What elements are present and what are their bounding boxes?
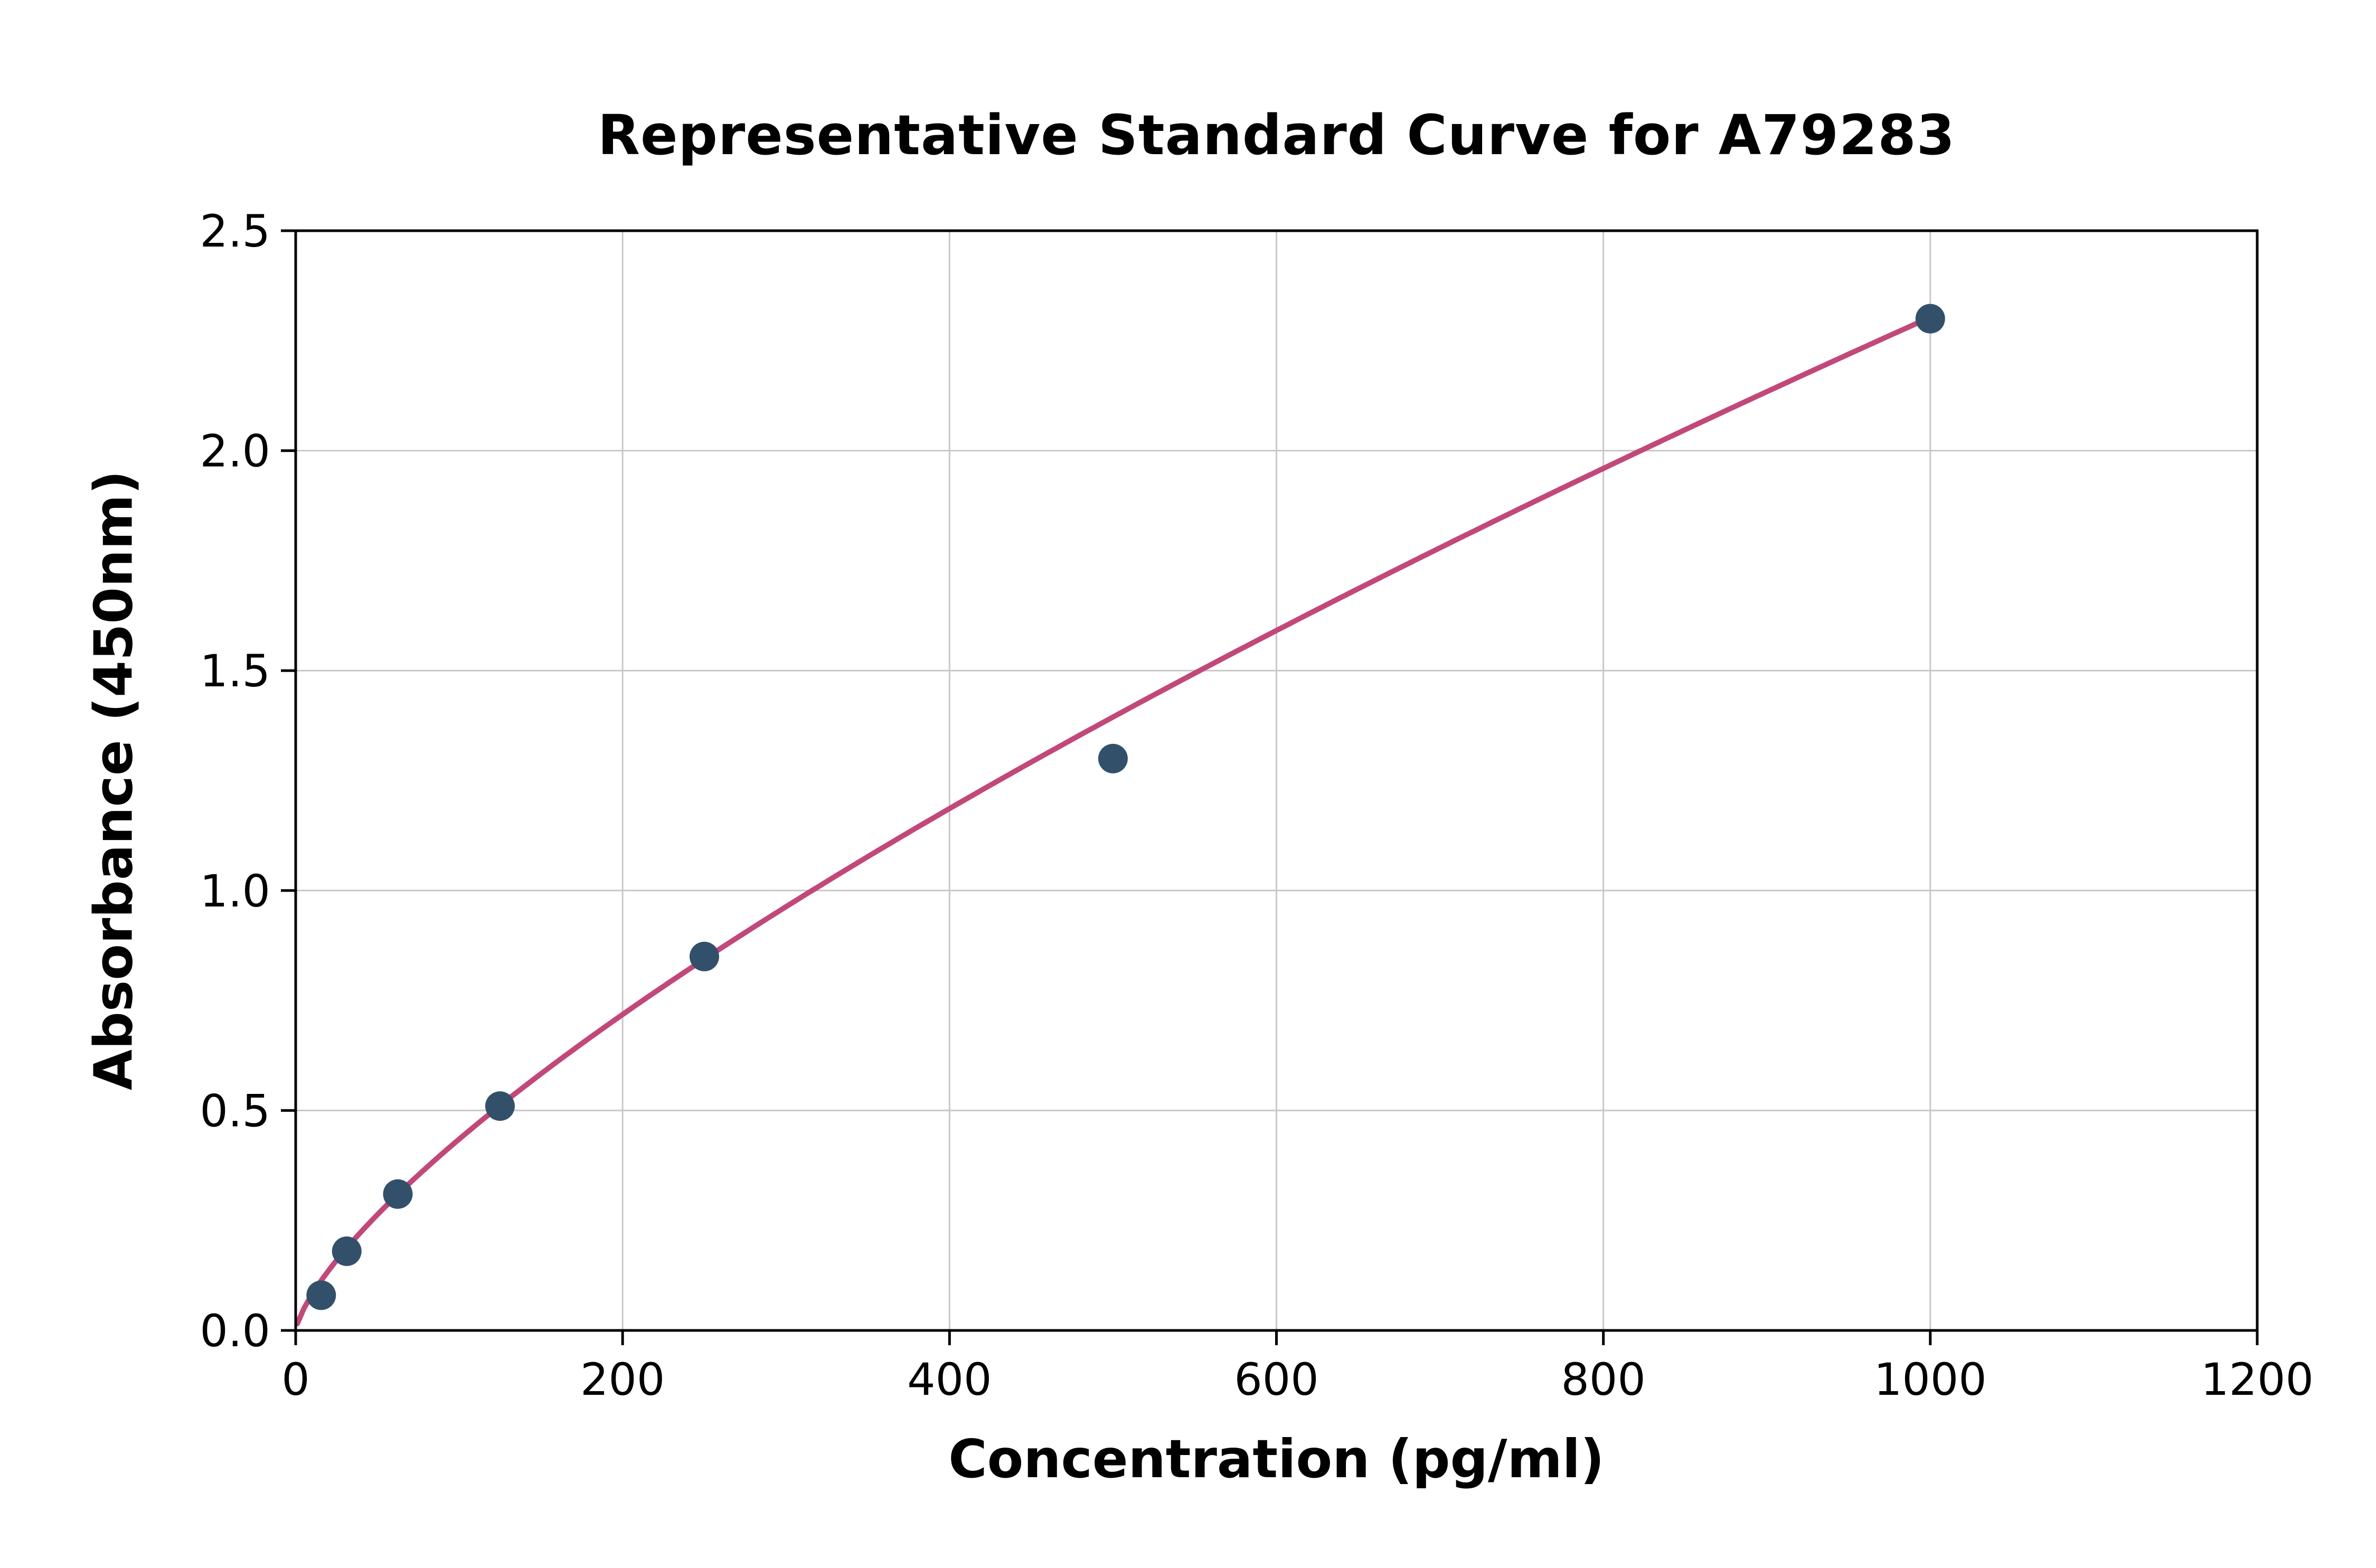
data-point xyxy=(1098,743,1128,773)
y-axis-label: Absorbance (450nm) xyxy=(82,470,145,1091)
chart-title: Representative Standard Curve for A79283 xyxy=(597,103,1956,167)
x-tick-label: 1000 xyxy=(1874,1354,1987,1405)
data-point xyxy=(485,1091,515,1121)
x-tick-label: 200 xyxy=(580,1354,665,1405)
y-tick-label: 2.5 xyxy=(200,205,270,257)
y-tick-label: 1.0 xyxy=(200,865,270,917)
x-tick-label: 600 xyxy=(1234,1354,1318,1405)
y-tick-label: 1.5 xyxy=(200,645,270,697)
x-tick-label: 0 xyxy=(281,1354,309,1405)
data-point xyxy=(1915,304,1945,334)
data-point xyxy=(332,1236,362,1267)
y-tick-label: 0.0 xyxy=(200,1305,270,1357)
x-tick-label: 800 xyxy=(1561,1354,1645,1405)
y-tick-label: 2.0 xyxy=(200,426,270,477)
data-point xyxy=(383,1179,413,1209)
y-tick-label: 0.5 xyxy=(200,1085,270,1137)
data-point xyxy=(306,1280,336,1310)
fit-curve xyxy=(295,317,1928,1327)
x-tick-label: 400 xyxy=(907,1354,992,1405)
data-point xyxy=(689,941,719,971)
x-axis-label: Concentration (pg/ml) xyxy=(948,1428,1605,1490)
x-tick-label: 1200 xyxy=(2201,1354,2314,1405)
